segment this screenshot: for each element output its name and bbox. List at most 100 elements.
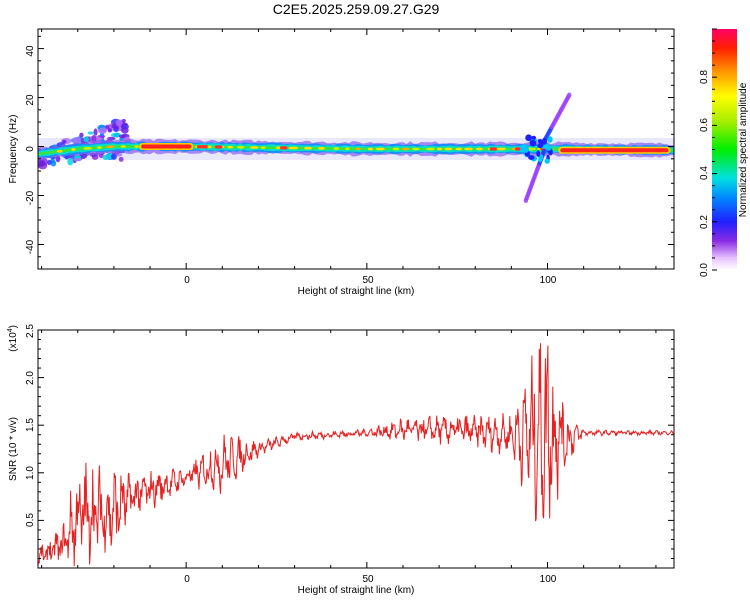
top-x-label: Height of straight line (km) (298, 286, 415, 297)
ridge-speckle (275, 146, 281, 150)
ridge-speckle (105, 145, 115, 149)
bottom-y-tick-1.5: 1.5 (25, 418, 36, 432)
chirp-up (567, 92, 572, 98)
ridge-speckle (120, 145, 127, 148)
ridge-speckle (355, 147, 361, 151)
spray-blob (72, 137, 81, 144)
ridge-speckle (375, 147, 385, 151)
figure-title: C2E5.2025.259.09.27.G29 (273, 1, 440, 17)
ridge-speckle (412, 147, 420, 151)
snr-series-line (38, 343, 674, 567)
ridge-speckle (227, 145, 234, 149)
bottom-y-tick-2.5: 2.5 (25, 324, 36, 338)
spectrogram-panel: 0 50 100 40 20 0 -20 -40 Height of strai… (8, 28, 675, 297)
spray-blob (38, 159, 46, 167)
spray-blob (121, 119, 126, 123)
chirp-blob (539, 154, 544, 161)
top-y-tick-40: 40 (25, 45, 36, 57)
top-y-tick-minus40: -40 (25, 239, 36, 254)
spray-blob (115, 119, 123, 127)
ridge-speckle (236, 145, 245, 149)
spray-blob (111, 153, 117, 160)
top-x-tick-1: 50 (362, 275, 374, 286)
ridge-red-dash (215, 145, 223, 149)
spray-blob (55, 155, 61, 163)
top-y-tick-20: 20 (25, 94, 36, 106)
ridge-red-dash (280, 146, 288, 150)
bottom-y-label: SNR (10 * v/v) (8, 417, 19, 481)
snr-marks (38, 343, 674, 567)
bottom-x-tick-1: 50 (362, 574, 374, 585)
y-multiplier: (x104) (7, 325, 19, 352)
chirp-blob (525, 134, 532, 142)
top-y-tick-0: 0 (25, 146, 36, 152)
ridge-speckle (455, 147, 463, 151)
spray-blob (118, 156, 124, 162)
spray-blob (111, 132, 121, 138)
spray-blob (79, 132, 84, 138)
bottom-x-tick-0: 0 (184, 574, 190, 585)
colorbar-tick-0.0: 0.0 (699, 263, 710, 277)
top-x-tick-0: 0 (184, 275, 190, 286)
ridge-speckle (333, 147, 340, 150)
strong-segment-1 (141, 144, 192, 149)
colorbar-gradient (712, 29, 737, 270)
ridge-speckle (206, 145, 212, 149)
ridge-speckle (426, 147, 435, 151)
chirp-blob (529, 139, 537, 147)
ridge-speckle (288, 146, 299, 150)
bottom-y-tick-0.5: 0.5 (25, 513, 36, 527)
chirp-blob (536, 150, 541, 157)
spray-blob (72, 157, 82, 162)
ridge-speckle (475, 147, 483, 151)
spray-blob (118, 134, 127, 139)
ridge-speckle (402, 147, 410, 151)
spray-blob (107, 128, 113, 133)
spray-blob (105, 124, 110, 129)
chirp-blob (544, 158, 550, 164)
chirp-blob (520, 147, 528, 152)
snr-frame (37, 329, 675, 569)
colorbar-tick-0.4: 0.4 (699, 166, 710, 180)
top-y-label: Frequency (Hz) (8, 115, 19, 184)
ridge-speckle (464, 147, 474, 151)
spray-blob (99, 127, 108, 134)
chirp-blob (545, 145, 552, 151)
spray-blob (93, 128, 98, 136)
spray-blob (107, 136, 116, 141)
y-multiplier-exponent: 4 (7, 328, 14, 332)
svg-text:(x104): (x104) (7, 325, 19, 352)
snr-panel: 0 50 100 0.5 1.0 1.5 2.0 2.5 (x104) Heig… (7, 324, 675, 596)
colorbar-tick-0.6: 0.6 (699, 118, 710, 132)
spray-blob (67, 157, 74, 166)
ridge-speckle (367, 147, 373, 151)
ridge-speckle (436, 147, 443, 151)
ridge-speckle (96, 146, 103, 149)
bottom-y-tick-1.0: 1.0 (25, 466, 36, 480)
spray-blob (47, 159, 52, 166)
ridge-speckle (304, 146, 313, 150)
top-y-tick-minus20: -20 (25, 190, 36, 205)
bottom-x-label: Height of straight line (km) (298, 585, 415, 596)
ridge-speckle (83, 146, 93, 150)
spray-blob (83, 136, 89, 144)
bottom-x-tick-2: 100 (540, 574, 557, 585)
spectrogram-frame (37, 28, 675, 270)
ridge-speckle (249, 146, 259, 149)
chirp-blob (531, 135, 537, 140)
chirp-blob (521, 144, 528, 149)
chirp-blob (528, 155, 535, 160)
colorbar-tick-0.8: 0.8 (699, 70, 710, 84)
spray-blob (102, 155, 109, 161)
y-multiplier-base: (x10 (8, 332, 19, 352)
colorbar-tick-0.2: 0.2 (699, 215, 710, 229)
ridge-speckle (496, 147, 507, 151)
colorbar-label: Normalized spectral amplitude (738, 82, 749, 217)
chirp-down (523, 197, 529, 204)
spectrogram-marks (38, 92, 674, 204)
spray-blob (121, 126, 129, 134)
spray-blob (62, 139, 67, 144)
ridge-speckle (345, 147, 350, 151)
ridge-speckle (392, 147, 400, 151)
